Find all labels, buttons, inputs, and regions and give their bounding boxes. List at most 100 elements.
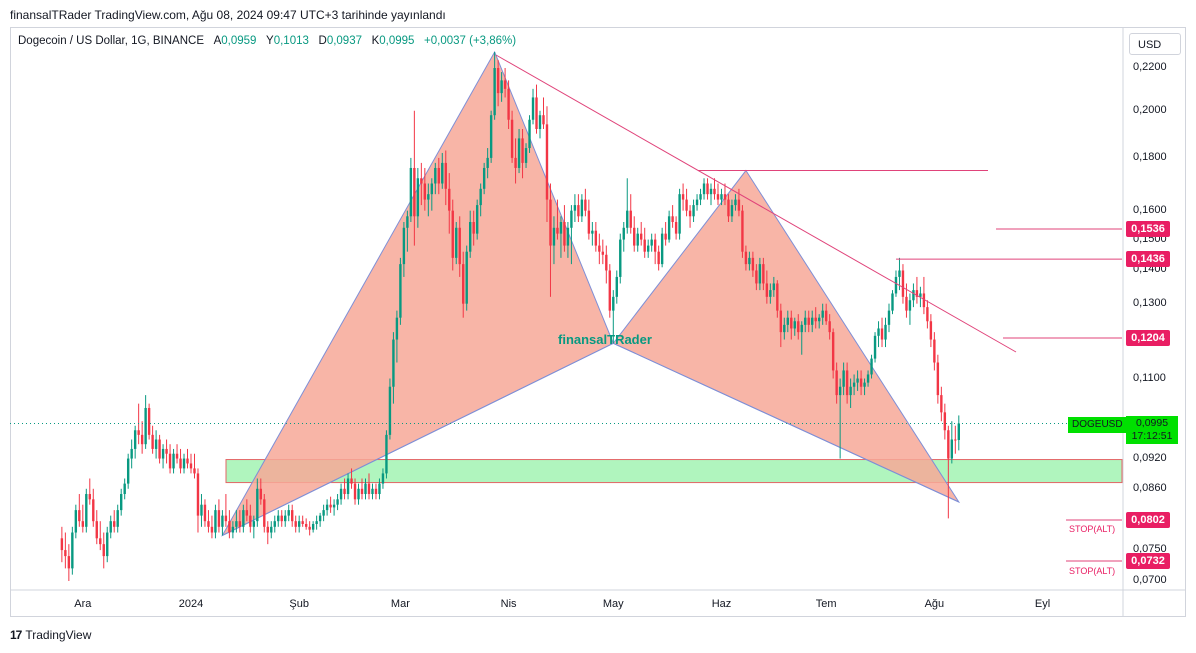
- candle-body: [786, 317, 789, 325]
- candle-body: [797, 321, 800, 333]
- candle: [277, 510, 280, 527]
- candle: [517, 128, 521, 174]
- candle: [374, 483, 378, 500]
- candle-body: [542, 115, 545, 125]
- candle-body: [873, 335, 877, 359]
- candle: [838, 378, 842, 459]
- candle-body: [154, 439, 158, 449]
- candle-body: [336, 499, 339, 505]
- candle: [779, 303, 783, 348]
- candle: [482, 162, 486, 195]
- tradingview-logo[interactable]: 17 TradingView: [10, 628, 91, 642]
- candle-body: [622, 227, 625, 240]
- candle: [538, 110, 542, 139]
- candle: [772, 276, 776, 297]
- candle-body: [751, 257, 755, 271]
- candle: [434, 162, 437, 195]
- price-level-tag: 0,1204: [1126, 330, 1170, 347]
- candle: [151, 425, 154, 454]
- candle-body: [245, 510, 249, 516]
- candle: [915, 276, 919, 304]
- candle-body: [371, 488, 374, 495]
- candle-body: [856, 378, 859, 383]
- candle: [549, 183, 552, 297]
- symbol-legend[interactable]: Dogecoin / US Dollar, 1G, BINANCE A0,095…: [18, 35, 516, 47]
- candle: [231, 521, 235, 539]
- candle: [678, 188, 681, 240]
- candle-body: [186, 458, 189, 464]
- candle: [901, 264, 905, 304]
- candle: [706, 178, 709, 200]
- candle: [640, 222, 643, 246]
- candle-body: [852, 382, 856, 387]
- candle: [378, 478, 381, 500]
- candle: [367, 473, 371, 500]
- candle-body: [556, 227, 559, 234]
- candle-body: [758, 264, 762, 284]
- candle-body: [640, 233, 643, 240]
- candle: [479, 183, 482, 217]
- candle-body: [71, 532, 74, 569]
- candle: [147, 403, 151, 440]
- candle: [336, 494, 339, 511]
- candle: [168, 444, 172, 474]
- candle-body: [378, 483, 381, 495]
- candle: [933, 332, 936, 371]
- candle-body: [228, 521, 231, 533]
- candle-body: [772, 283, 776, 291]
- candle: [563, 205, 566, 252]
- candle-body: [137, 430, 140, 435]
- candle-body: [339, 488, 343, 500]
- candle: [339, 483, 343, 505]
- time-tick-label: Mar: [390, 598, 410, 610]
- candle: [500, 72, 503, 102]
- candle: [507, 80, 510, 129]
- candle: [116, 504, 119, 533]
- candle: [692, 199, 695, 223]
- candle-body: [231, 526, 235, 533]
- currency-button[interactable]: USD: [1129, 33, 1181, 55]
- candle-body: [427, 194, 430, 200]
- candle: [912, 283, 915, 308]
- candle-body: [737, 199, 741, 211]
- candle: [950, 421, 954, 464]
- candle-body: [130, 448, 133, 459]
- candle: [633, 216, 636, 252]
- candle: [409, 157, 413, 223]
- candle-body: [266, 526, 269, 533]
- candle-body: [842, 370, 845, 387]
- candle: [207, 510, 210, 533]
- price-tick-label: 0,2000: [1133, 103, 1167, 116]
- candle: [727, 194, 730, 223]
- candle: [294, 515, 297, 533]
- candle: [214, 504, 217, 539]
- candle: [158, 434, 161, 464]
- candle-body: [224, 515, 228, 522]
- candle: [106, 526, 109, 563]
- candle: [350, 468, 353, 489]
- tv-logo-text: TradingView: [25, 628, 92, 642]
- candle: [235, 510, 238, 533]
- candle: [804, 310, 807, 333]
- candle-body: [678, 194, 681, 234]
- candle-body: [496, 68, 500, 94]
- legend-close-label: K: [371, 35, 380, 47]
- candle: [674, 216, 678, 240]
- candle-body: [462, 264, 465, 304]
- candle-body: [950, 439, 954, 459]
- candle-body: [210, 526, 214, 533]
- candle: [465, 245, 468, 311]
- candle: [193, 453, 196, 479]
- candle: [821, 303, 824, 325]
- candle-body: [430, 183, 434, 195]
- candle-body: [311, 523, 315, 530]
- candle: [849, 378, 852, 408]
- candle: [413, 110, 416, 246]
- candle-body: [549, 199, 552, 246]
- candle-body: [200, 504, 203, 516]
- candle-body: [416, 178, 420, 217]
- candle: [126, 453, 130, 489]
- candle: [936, 354, 940, 404]
- candle-body: [650, 239, 653, 246]
